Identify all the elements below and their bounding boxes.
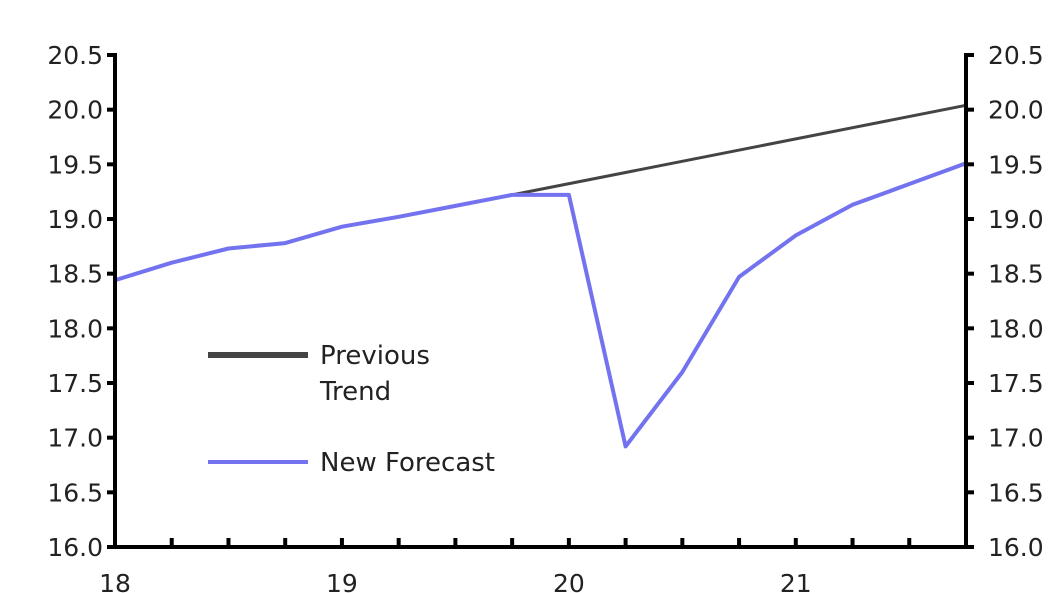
y-axis-left-ticks: 16.0 16.5 17.0 17.5 18.0 18.5 19.0 19.5 20.0 20.5 (47, 41, 115, 562)
y-tick-label-left: 18.5 (47, 260, 103, 289)
x-tick-label: 21 (780, 569, 812, 593)
legend: Previous Trend New Forecast (208, 341, 495, 478)
y-tick-label-right: 18.5 (988, 260, 1044, 289)
y-tick-label-right: 19.0 (988, 205, 1044, 234)
y-tick-label-left: 19.0 (47, 205, 103, 234)
y-tick-label-left: 18.0 (47, 314, 103, 343)
y-tick-label-left: 17.0 (47, 424, 103, 453)
legend-label: Trend (319, 377, 391, 407)
y-tick-label-left: 16.0 (47, 533, 103, 562)
y-tick-label-right: 17.0 (988, 424, 1044, 453)
series-layer (113, 103, 968, 449)
y-tick-label-right: 17.5 (988, 369, 1044, 398)
y-tick-label-right: 16.0 (988, 533, 1044, 562)
y-tick-label-right: 20.5 (988, 41, 1044, 70)
y-tick-label-left: 16.5 (47, 478, 103, 507)
y-tick-label-right: 16.5 (988, 478, 1044, 507)
y-tick-label-left: 20.0 (47, 96, 103, 125)
y-tick-label-left: 17.5 (47, 369, 103, 398)
y-axis-right-ticks: 16.0 16.5 17.0 17.5 18.0 18.5 19.0 19.5 20.0 20.5 (966, 41, 1044, 562)
x-tick-label: 18 (99, 569, 131, 593)
y-tick-label-left: 20.5 (47, 41, 103, 70)
y-tick-label-right: 20.0 (988, 96, 1044, 125)
legend-label: Previous (320, 341, 430, 371)
series-line-new-forecast (113, 161, 968, 449)
x-tick-label: 19 (326, 569, 358, 593)
y-tick-label-left: 19.5 (47, 150, 103, 179)
y-tick-label-right: 19.5 (988, 150, 1044, 179)
x-tick-label: 20 (553, 569, 585, 593)
legend-label: New Forecast (320, 448, 495, 478)
y-tick-label-right: 18.0 (988, 314, 1044, 343)
series-line-previous-trend (510, 103, 968, 197)
